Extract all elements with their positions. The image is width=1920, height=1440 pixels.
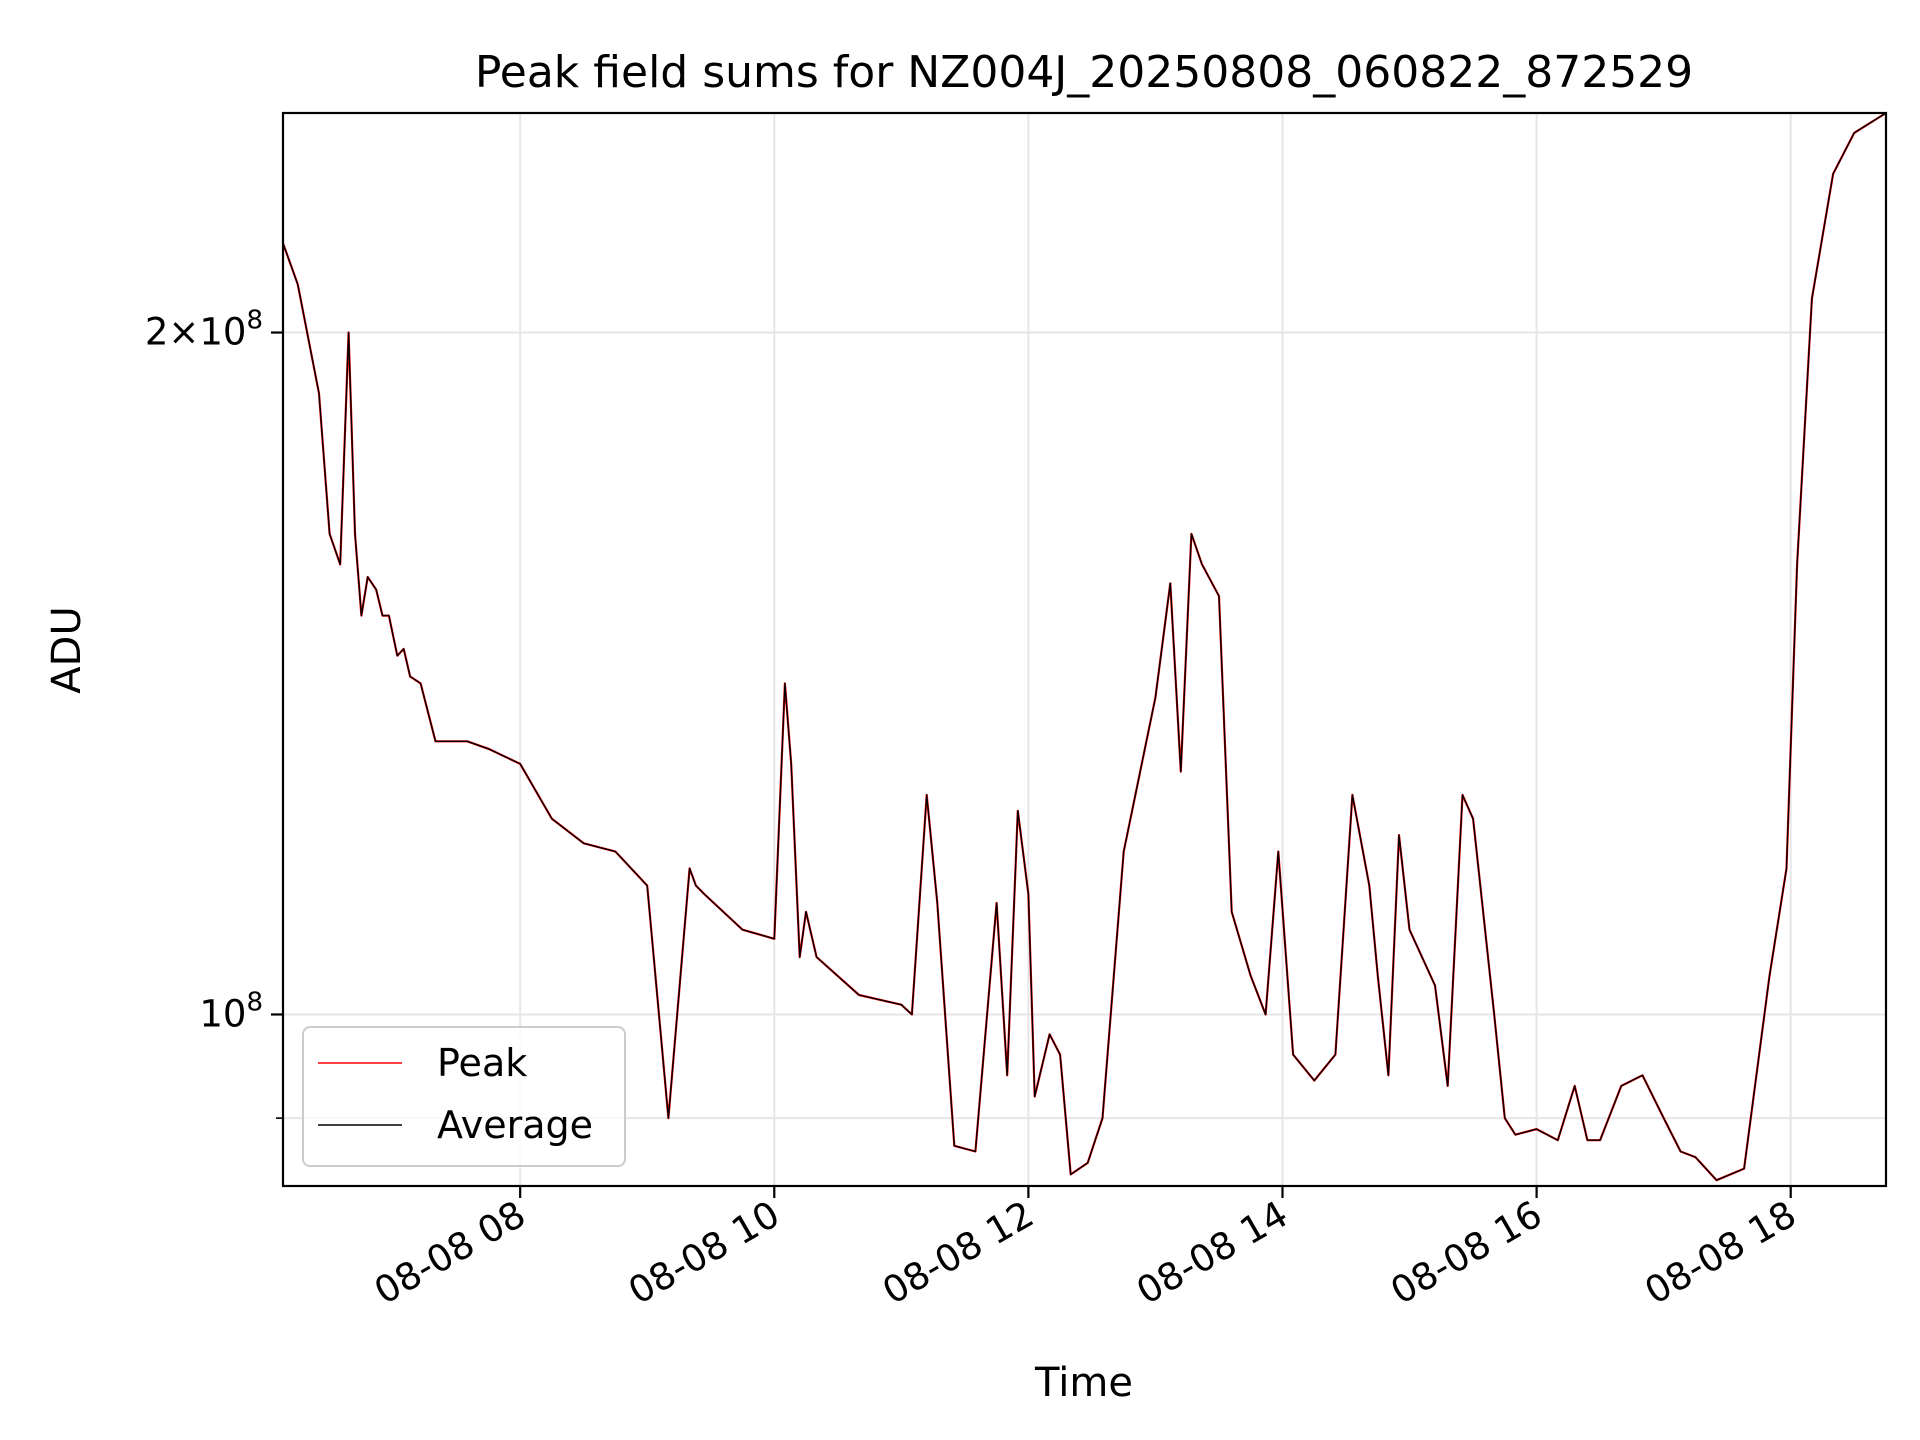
y-axis-label: ADU <box>44 606 90 693</box>
legend: Peak Average <box>302 1026 626 1167</box>
y-tick-label: 2×108 <box>145 306 263 354</box>
plot-frame <box>281 111 1888 1188</box>
chart-title: Peak field sums for NZ004J_20250808_0608… <box>475 47 1693 98</box>
x-axis-label: Time <box>1034 1360 1133 1406</box>
series-layer <box>281 112 1887 1182</box>
legend-label-peak: Peak <box>437 1041 527 1085</box>
series-line-average <box>282 112 1887 1181</box>
legend-box <box>302 1026 626 1167</box>
legend-label-average: Average <box>437 1103 593 1147</box>
grid-layer <box>283 113 1886 1186</box>
